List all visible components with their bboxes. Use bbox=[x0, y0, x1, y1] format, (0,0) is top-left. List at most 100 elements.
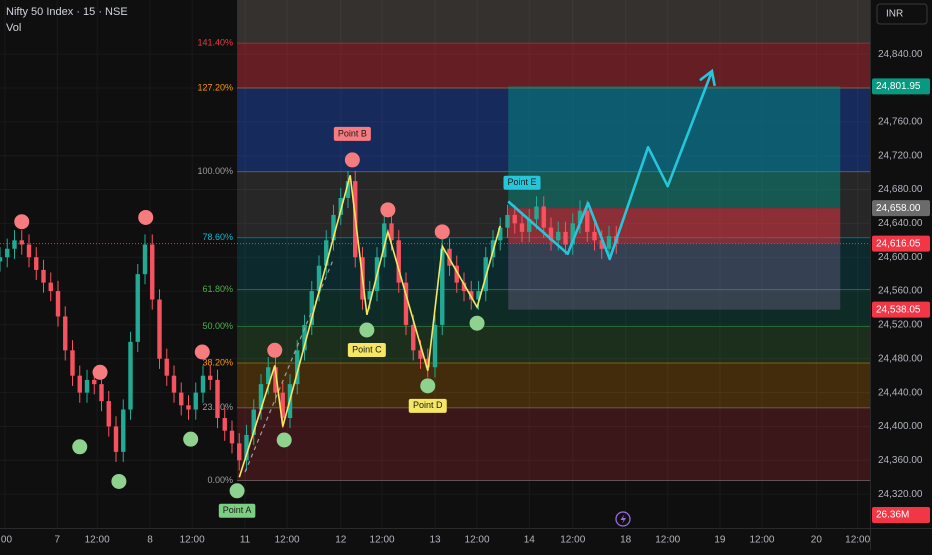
candle-body bbox=[200, 375, 206, 393]
point-label-bg bbox=[218, 503, 256, 518]
y-tick-label: 24,520.00 bbox=[878, 320, 923, 331]
pivot-marker bbox=[276, 432, 292, 448]
x-tick-label: 12 bbox=[335, 535, 347, 546]
candle-body bbox=[251, 409, 256, 435]
fib-band bbox=[237, 363, 870, 408]
x-tick-label: 14 bbox=[524, 535, 536, 546]
projection-line bbox=[507, 70, 714, 261]
candle-body bbox=[99, 384, 104, 402]
position-zone bbox=[508, 86, 841, 209]
candle-body bbox=[84, 379, 90, 393]
candle-body bbox=[164, 358, 169, 376]
price-tag-label: 26.36M bbox=[876, 510, 909, 521]
price-tag-label: 24,658.00 bbox=[876, 203, 921, 214]
candle-body bbox=[193, 392, 198, 410]
candle-body bbox=[266, 367, 271, 385]
y-tick-label: 24,720.00 bbox=[878, 150, 923, 161]
y-tick-label: 24,560.00 bbox=[878, 286, 923, 297]
candle-body bbox=[186, 405, 191, 410]
symbol-title[interactable]: Nifty 50 Index · 15 · NSE bbox=[6, 6, 128, 18]
price-tag bbox=[872, 301, 930, 318]
alert-icon-bolt[interactable] bbox=[620, 514, 627, 524]
point-label: Point A bbox=[223, 505, 252, 515]
candle-body bbox=[454, 265, 459, 283]
x-tick-label: :00 bbox=[0, 535, 12, 546]
annotation-label-bg bbox=[503, 175, 541, 190]
price-tag-label: 24,616.05 bbox=[876, 238, 921, 249]
point-label-bg bbox=[333, 126, 371, 141]
pivot-marker bbox=[267, 342, 283, 358]
candle-body bbox=[34, 257, 39, 270]
candle-body bbox=[534, 206, 539, 220]
candle-body bbox=[229, 430, 235, 444]
candle-body bbox=[302, 324, 307, 351]
candle-body bbox=[469, 291, 474, 300]
pivot-marker bbox=[194, 344, 210, 360]
x-tick-label: 12:00 bbox=[370, 535, 395, 546]
candle-body bbox=[295, 350, 300, 385]
point-label-bg bbox=[347, 343, 386, 357]
price-tag-label: 24,801.95 bbox=[876, 81, 921, 92]
candle-body bbox=[135, 274, 140, 342]
candle-body bbox=[48, 282, 53, 292]
candle-body bbox=[389, 223, 394, 241]
candle-body bbox=[157, 299, 162, 359]
x-tick-label: 12:00 bbox=[465, 535, 490, 546]
x-tick-label: 7 bbox=[54, 535, 60, 546]
candle-body bbox=[258, 384, 264, 410]
fib-level-label: 141.40% bbox=[198, 38, 234, 48]
y-tick-label: 24,320.00 bbox=[878, 489, 923, 500]
candle-body bbox=[512, 214, 517, 224]
pivot-marker bbox=[420, 378, 436, 394]
y-tick-label: 24,600.00 bbox=[878, 252, 923, 263]
candle-body bbox=[128, 341, 133, 410]
point-label: Point D bbox=[413, 400, 443, 410]
fib-band bbox=[237, 0, 870, 44]
x-tick-label: 12:00 bbox=[655, 535, 680, 546]
candle-body bbox=[505, 214, 510, 228]
y-tick-label: 24,640.00 bbox=[878, 218, 923, 229]
candle-body bbox=[345, 181, 351, 198]
currency-button[interactable] bbox=[876, 3, 928, 25]
candle-body bbox=[215, 379, 220, 418]
price-tag bbox=[872, 78, 930, 95]
x-tick-label: 11 bbox=[240, 535, 251, 546]
candle-body bbox=[324, 240, 329, 266]
fib-level-label: 61.80% bbox=[203, 284, 234, 294]
candle-body bbox=[461, 282, 467, 292]
candle-body bbox=[411, 324, 416, 351]
x-tick-label: 20 bbox=[811, 535, 823, 546]
fib-band bbox=[237, 326, 870, 363]
alert-icon[interactable] bbox=[615, 511, 631, 527]
pivot-marker bbox=[469, 315, 485, 331]
candle-body bbox=[26, 244, 32, 258]
candle-body bbox=[280, 392, 285, 418]
candle-body bbox=[5, 248, 10, 258]
x-tick-label: 18 bbox=[620, 535, 632, 546]
pivot-marker bbox=[72, 439, 88, 455]
fib-level-label: 50.00% bbox=[203, 321, 234, 331]
fib-band bbox=[237, 43, 870, 88]
candle-body bbox=[121, 409, 126, 452]
candle-body bbox=[77, 375, 82, 393]
candle-body bbox=[548, 227, 554, 241]
candle-body bbox=[585, 210, 590, 232]
pivot-marker bbox=[138, 209, 154, 225]
pivot-marker bbox=[380, 202, 396, 218]
fib-level-label: 127.20% bbox=[198, 82, 234, 92]
candle-body bbox=[70, 350, 75, 376]
y-tick-label: 24,440.00 bbox=[878, 387, 923, 398]
alert-icon-ring[interactable] bbox=[615, 511, 631, 527]
fib-level-label: 100.00% bbox=[198, 166, 234, 176]
volume-legend[interactable]: Vol bbox=[6, 22, 21, 34]
currency-label[interactable]: INR bbox=[886, 9, 903, 20]
candle-body bbox=[55, 291, 61, 317]
candle-body bbox=[382, 223, 387, 258]
x-tick-label: 12:00 bbox=[749, 535, 774, 546]
candle-body bbox=[19, 240, 24, 245]
candle-body bbox=[432, 324, 438, 368]
candle-body bbox=[577, 210, 583, 224]
